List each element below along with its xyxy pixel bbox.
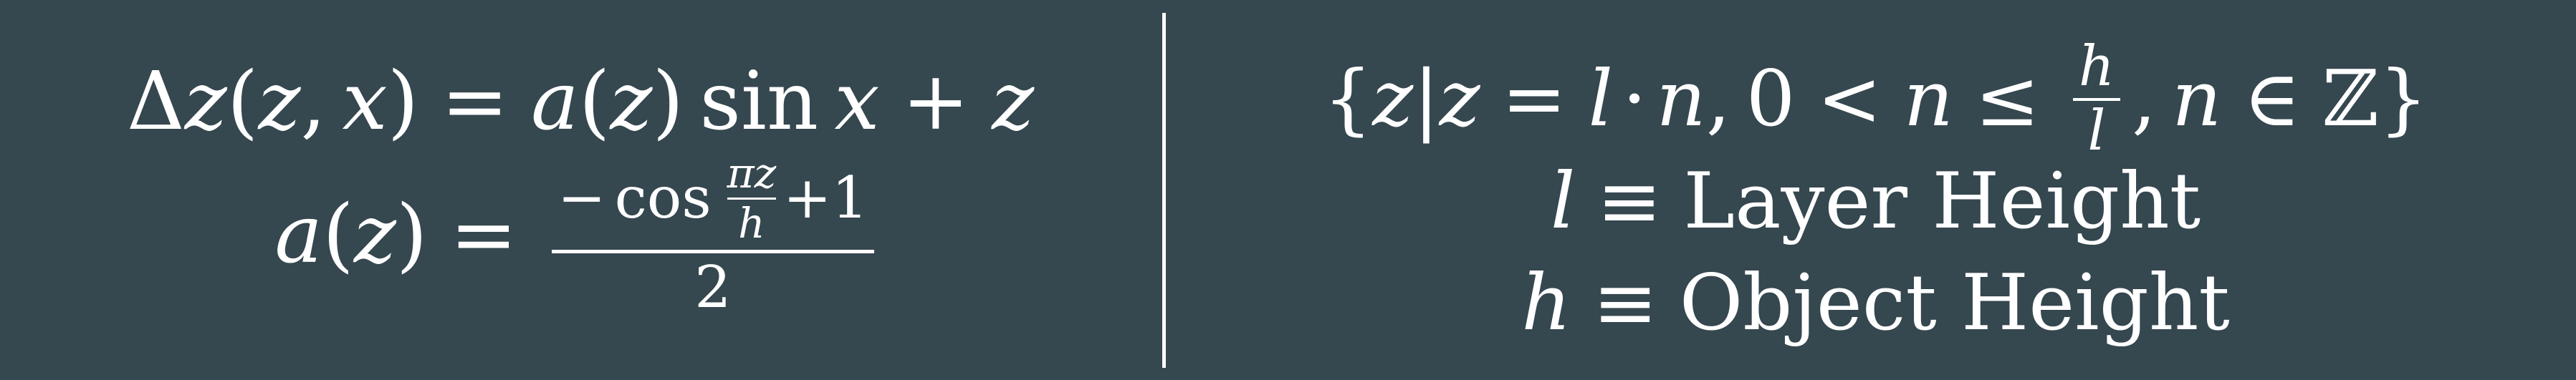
h-denominator: h (738, 199, 765, 248)
var-z: z (1372, 54, 1414, 144)
object-height-label: Object Height (1679, 258, 2230, 349)
left-formula-panel: Δ z ( z , x ) = a ( z ) sin x + z a ( z … (0, 0, 1161, 380)
comma: , (1705, 54, 1731, 144)
var-a: a (274, 188, 323, 282)
var-z: z (992, 55, 1035, 149)
close-paren: ) (387, 55, 419, 149)
h-over-l-fraction: h l (2073, 34, 2120, 163)
comma: , (300, 55, 327, 149)
cdot: · (1622, 54, 1647, 144)
layer-height-definition: l ≡ Layer Height (1551, 163, 2201, 240)
minus-sign: − (557, 165, 606, 233)
close-paren: ) (652, 55, 684, 149)
open-paren: ( (578, 55, 611, 149)
less-or-equal: ≤ (1975, 54, 2040, 144)
comma: , (2131, 54, 2157, 144)
fraction-numerator: − cos πz h +1 (552, 152, 874, 245)
amplitude-equation: a ( z ) = − cos πz h +1 2 (274, 152, 886, 318)
var-z: z (353, 188, 396, 282)
vertical-divider (1162, 13, 1166, 368)
cos-function: cos (614, 165, 712, 233)
zero: 0 (1746, 54, 1796, 144)
var-n: n (2171, 54, 2222, 144)
var-z: z (610, 55, 653, 149)
right-formula-panel: { z | z = l · n , 0 < n ≤ h l , n ∈ ℤ } … (1175, 0, 2576, 380)
pi-z-numerator: πz (727, 149, 777, 198)
var-z: z (258, 55, 301, 149)
set-definition: { z | z = l · n , 0 < n ≤ h l , n ∈ ℤ } (1323, 34, 2428, 163)
integers-symbol: ℤ (2322, 54, 2379, 144)
equals-sign: = (441, 55, 509, 149)
open-paren: ( (322, 188, 354, 282)
object-height-definition: h ≡ Object Height (1521, 265, 2230, 342)
var-l: l (1550, 157, 1576, 247)
var-x: x (342, 55, 388, 149)
equiv-sign: ≡ (1596, 157, 1662, 247)
equals-sign: = (449, 188, 517, 282)
var-l: l (1588, 54, 1613, 144)
plus-one: +1 (782, 165, 868, 233)
fraction-bar (551, 250, 874, 254)
fraction-denominator: 2 (694, 254, 732, 322)
open-paren: ( (226, 55, 259, 149)
var-z: z (184, 55, 227, 149)
l-denominator: l (2087, 98, 2106, 163)
left-brace: { (1323, 54, 1373, 144)
layer-height-label: Layer Height (1683, 157, 2201, 247)
var-n: n (1656, 54, 1706, 144)
sin-function: sin (699, 55, 818, 149)
var-n: n (1903, 54, 1953, 144)
amplitude-fraction: − cos πz h +1 2 (551, 152, 874, 322)
equiv-sign: ≡ (1593, 258, 1658, 349)
less-than: < (1816, 54, 1882, 144)
close-paren: ) (396, 188, 428, 282)
var-a: a (530, 55, 579, 149)
h-numerator: h (2078, 34, 2115, 99)
delta-z-equation: Δ z ( z , x ) = a ( z ) sin x + z (127, 62, 1034, 142)
var-x: x (834, 55, 880, 149)
fraction-bar (2073, 97, 2120, 101)
inner-fraction-bar (727, 198, 777, 200)
var-h: h (1521, 258, 1571, 349)
equals-sign: = (1501, 54, 1567, 144)
var-z: z (1439, 54, 1480, 144)
delta-symbol: Δ (126, 55, 185, 149)
element-of: ∈ (2243, 54, 2301, 144)
such-that-bar: | (1413, 54, 1440, 144)
pi-z-over-h-fraction: πz h (727, 152, 777, 245)
plus-sign: + (901, 55, 969, 149)
right-brace: } (2378, 54, 2428, 144)
